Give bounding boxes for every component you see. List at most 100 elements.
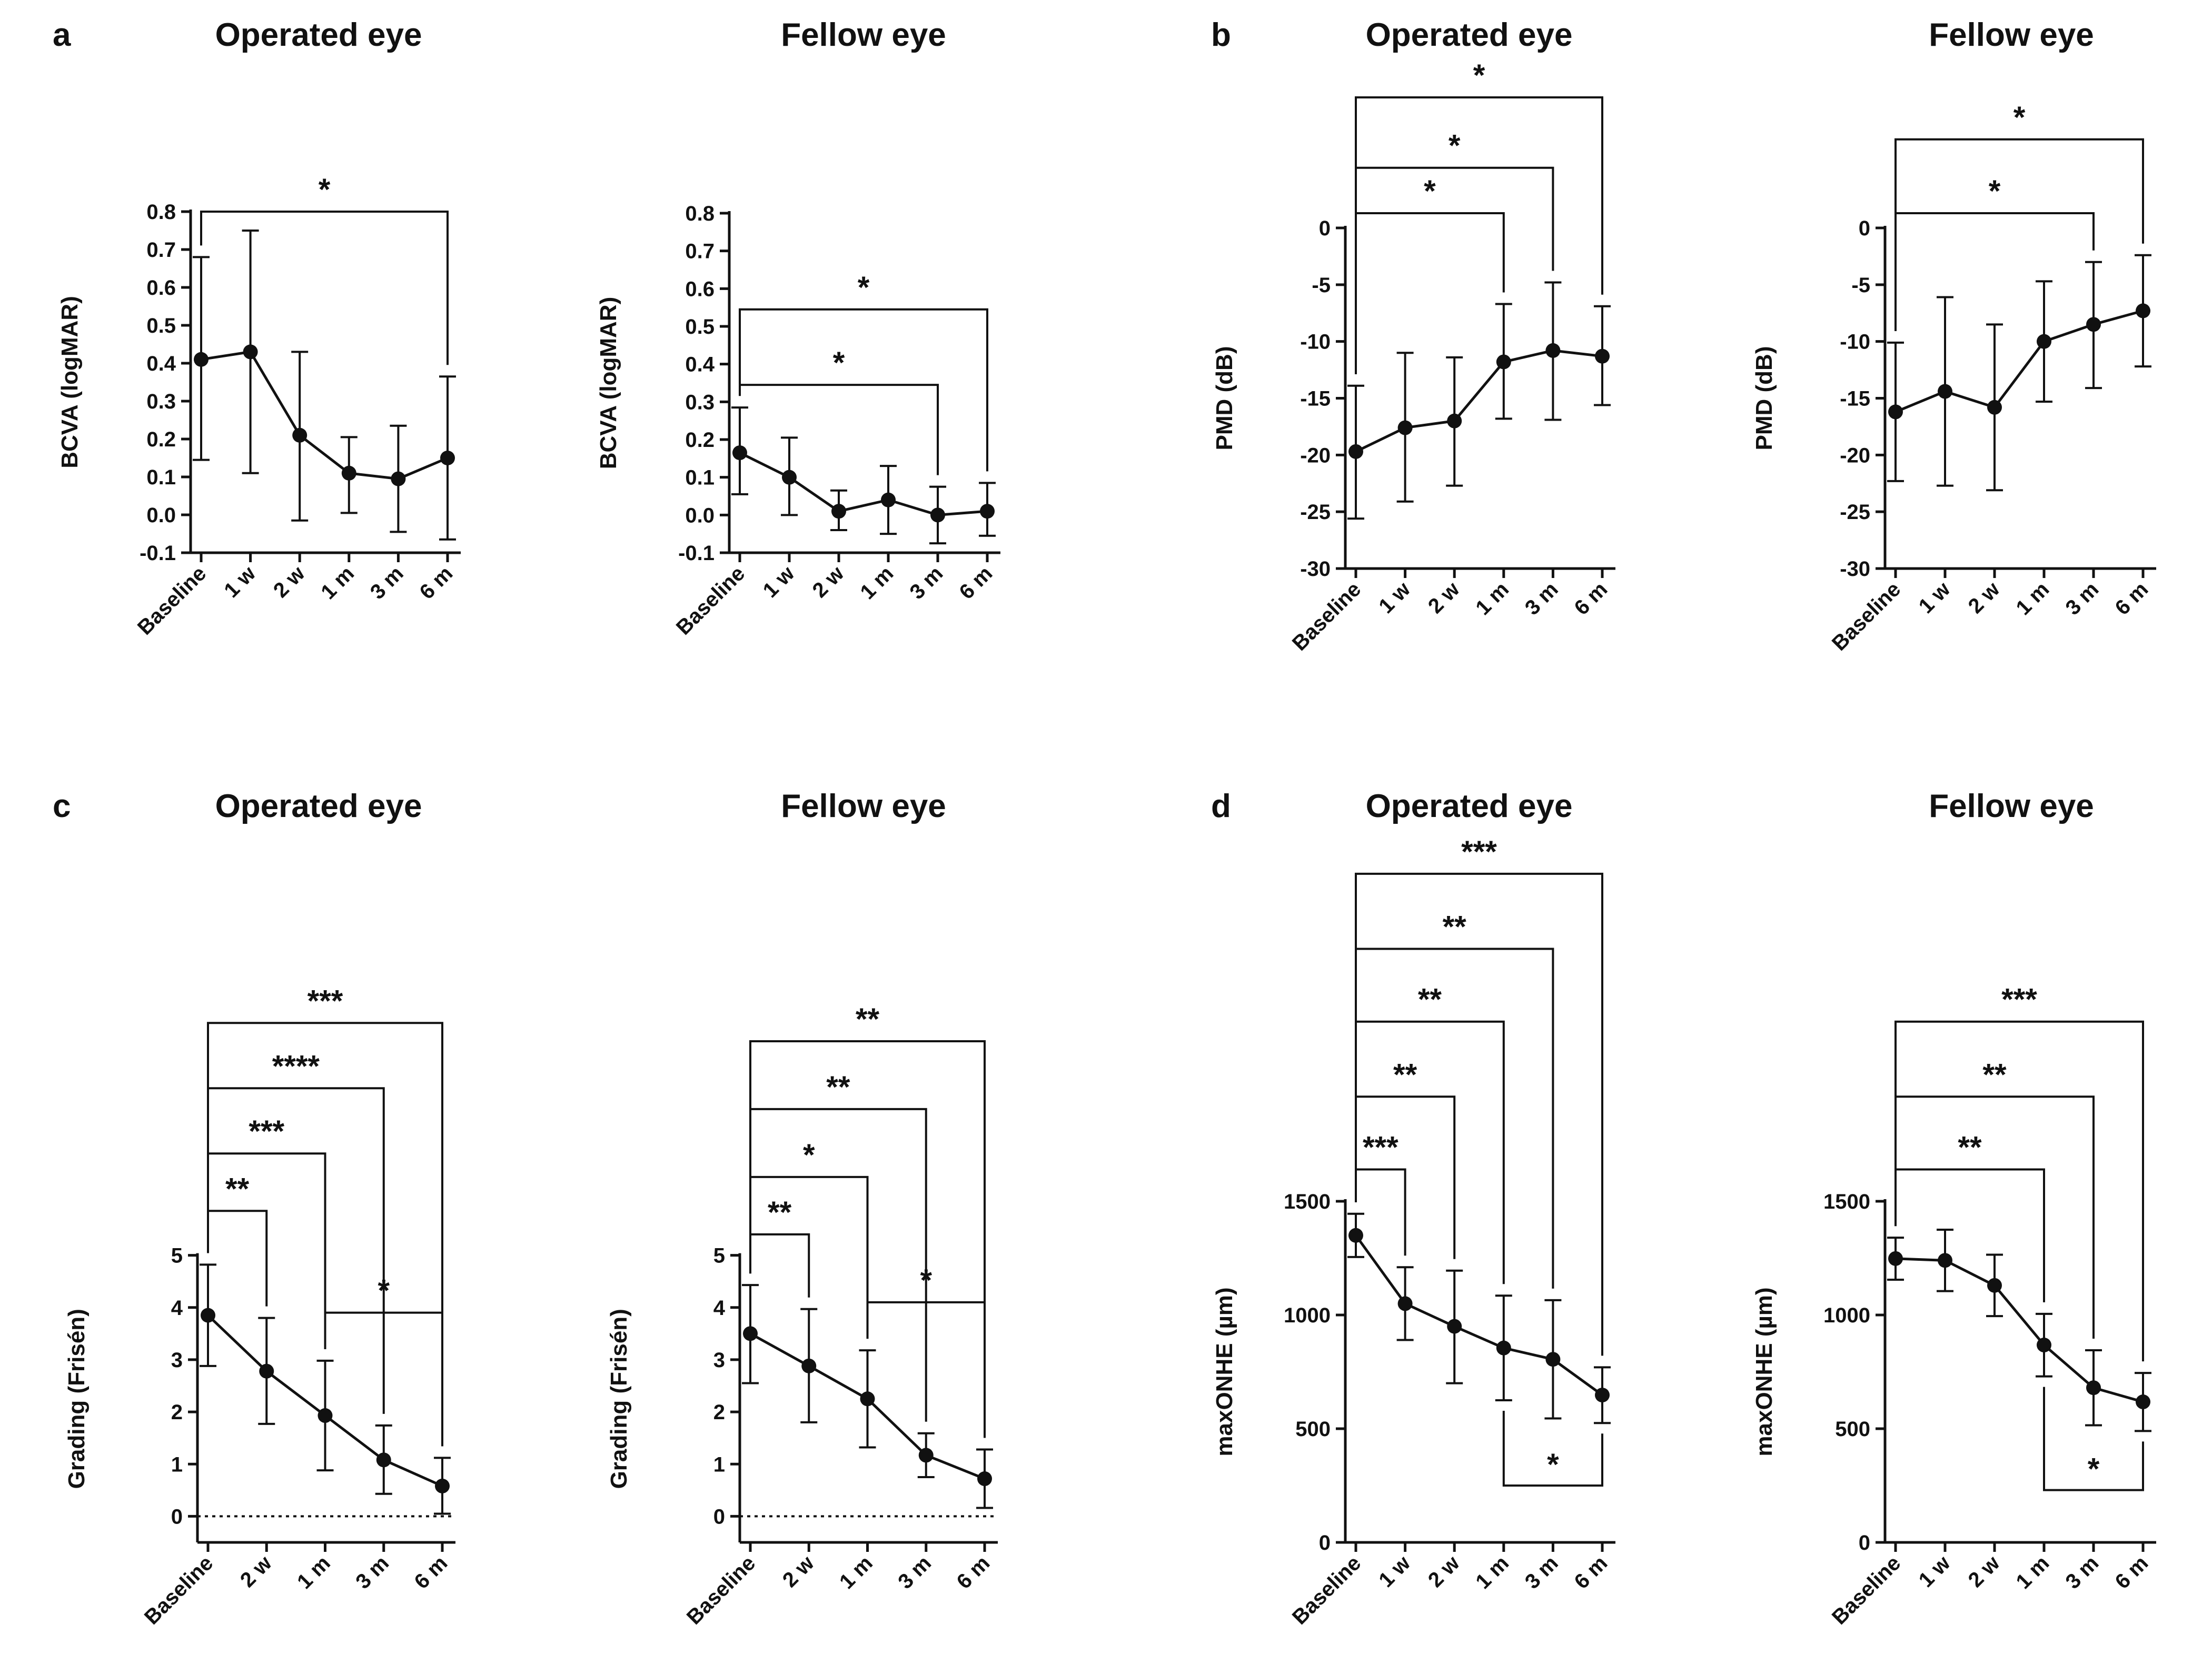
y-tick-label: 1 <box>171 1453 183 1476</box>
data-point <box>1987 1278 2002 1293</box>
chart-title: Operated eye <box>215 17 422 53</box>
x-tick-label: Baseline <box>1828 1551 1905 1629</box>
significance-label: * <box>803 1138 815 1172</box>
x-tick-label: Baseline <box>140 1551 217 1629</box>
data-point <box>977 1471 992 1487</box>
data-point <box>1987 400 2002 415</box>
chart-title: Operated eye <box>1366 17 1573 53</box>
chart-panel-b-fellow: Fellow eye -30 -25 -20 -15 -10 -5 0 PMD (dB) Base… <box>1751 17 2156 655</box>
x-tick-label: 2 w <box>236 1551 276 1592</box>
data-point <box>732 445 747 461</box>
y-tick-label: -20 <box>1300 444 1331 467</box>
chart-panel-d-fellow: Fellow eye 0 500 1000 1500 maxONHE (µm) Baseli… <box>1751 788 2156 1629</box>
data-point <box>860 1391 875 1407</box>
y-tick-label: 1000 <box>1823 1304 1870 1327</box>
data-point <box>1595 1388 1610 1403</box>
y-tick-label: 500 <box>1835 1418 1870 1441</box>
data-point <box>1397 1296 1413 1311</box>
significance-bracket <box>207 1087 385 1414</box>
y-axis-label: Grading (Frisén) <box>606 1309 632 1489</box>
y-tick-label: -30 <box>1840 557 1870 581</box>
chart-panel-a-operated: a Operated eye -0.1 0.0 0.1 0.2 0.3 0.4 0.5 0.6 0.… <box>53 17 461 640</box>
x-tick-label: Baseline <box>1288 577 1365 655</box>
y-axis-label: Grading (Frisén) <box>64 1309 90 1489</box>
y-tick-label: 0.7 <box>685 240 715 263</box>
x-tick-label: 2 w <box>778 1551 819 1592</box>
significance-label: * <box>833 346 845 380</box>
y-tick-label: 500 <box>1295 1418 1331 1441</box>
y-tick-label: -5 <box>1851 274 1870 297</box>
panel-letter: d <box>1211 788 1231 824</box>
y-tick-label: 0.4 <box>685 353 715 376</box>
data-point <box>318 1408 333 1423</box>
significance-label: * <box>1547 1448 1559 1482</box>
y-tick-label: 0.0 <box>146 504 176 527</box>
data-point <box>930 507 945 523</box>
chart-panel-a-fellow: Fellow eye -0.1 0.0 0.1 0.2 0.3 0.4 0.5 0.6 0.7 0.… <box>596 17 1000 640</box>
data-point <box>201 1308 215 1323</box>
y-tick-label: 0.6 <box>685 277 715 301</box>
significance-label: ** <box>1982 1058 2007 1092</box>
x-tick-label: 3 m <box>351 1551 393 1593</box>
significance-bracket <box>1355 212 1505 374</box>
significance-label: ** <box>826 1070 850 1104</box>
significance-label: ** <box>1418 983 1442 1017</box>
y-tick-label: -10 <box>1300 331 1331 354</box>
chart-panel-d-operated: d Operated eye 0 500 1000 1500 maxONHE (µm) Bas… <box>1211 788 1615 1629</box>
x-tick-label: Baseline <box>133 562 211 639</box>
data-point <box>2136 303 2150 318</box>
y-tick-label: -0.1 <box>678 542 715 565</box>
y-tick-label: 0.5 <box>685 315 715 338</box>
data-point <box>1447 413 1462 429</box>
significance-label: * <box>1989 174 2001 208</box>
x-tick-label: 6 m <box>410 1551 452 1593</box>
x-tick-label: Baseline <box>1828 577 1905 655</box>
data-point <box>1595 348 1610 364</box>
y-axis-label: BCVA (logMAR) <box>596 297 621 470</box>
data-point <box>243 344 258 360</box>
y-tick-label: 0.7 <box>146 238 176 262</box>
data-point <box>391 471 406 486</box>
significance-label: ** <box>768 1195 792 1230</box>
significance-label: * <box>1473 58 1485 93</box>
data-point <box>881 492 896 507</box>
data-point <box>194 352 209 367</box>
y-tick-label: 0.3 <box>146 390 176 413</box>
significance-label: ** <box>225 1172 250 1206</box>
significance-bracket <box>749 1108 927 1422</box>
y-tick-label: 0.2 <box>146 428 176 451</box>
x-tick-label: 3 m <box>1521 577 1563 620</box>
y-tick-label: 5 <box>713 1244 725 1268</box>
x-tick-label: 1 w <box>1374 577 1415 618</box>
significance-bracket <box>1894 1168 2045 1302</box>
y-tick-label: 0.2 <box>685 429 715 452</box>
data-point <box>341 465 356 481</box>
x-tick-label: 1 m <box>2012 1551 2054 1593</box>
y-tick-label: 0.1 <box>146 466 176 489</box>
data-point <box>980 504 995 519</box>
data-point <box>435 1478 450 1493</box>
y-tick-label: 4 <box>171 1297 183 1320</box>
data-point <box>376 1452 391 1468</box>
panel-letter: c <box>53 788 71 824</box>
y-tick-label: 3 <box>713 1349 725 1372</box>
y-tick-label: 0.6 <box>146 276 176 300</box>
y-tick-label: 0 <box>1859 217 1870 240</box>
x-tick-label: 1 w <box>1915 577 1955 618</box>
significance-bracket <box>1502 1411 1603 1487</box>
data-point <box>259 1363 274 1379</box>
x-tick-label: 1 w <box>1374 1551 1415 1592</box>
significance-label: * <box>1424 174 1436 208</box>
significance-label: ** <box>1443 910 1467 944</box>
y-axis-label: BCVA (logMAR) <box>57 296 83 469</box>
chart-title: Fellow eye <box>1929 17 2094 53</box>
y-tick-label: -10 <box>1840 331 1870 354</box>
y-tick-label: 0.8 <box>685 202 715 225</box>
significance-label: ** <box>1393 1058 1417 1092</box>
data-point <box>831 504 846 519</box>
significance-bracket <box>1355 166 1554 374</box>
y-axis-label: PMD (dB) <box>1751 346 1777 451</box>
y-tick-label: -15 <box>1840 387 1870 411</box>
significance-label: * <box>319 173 331 207</box>
